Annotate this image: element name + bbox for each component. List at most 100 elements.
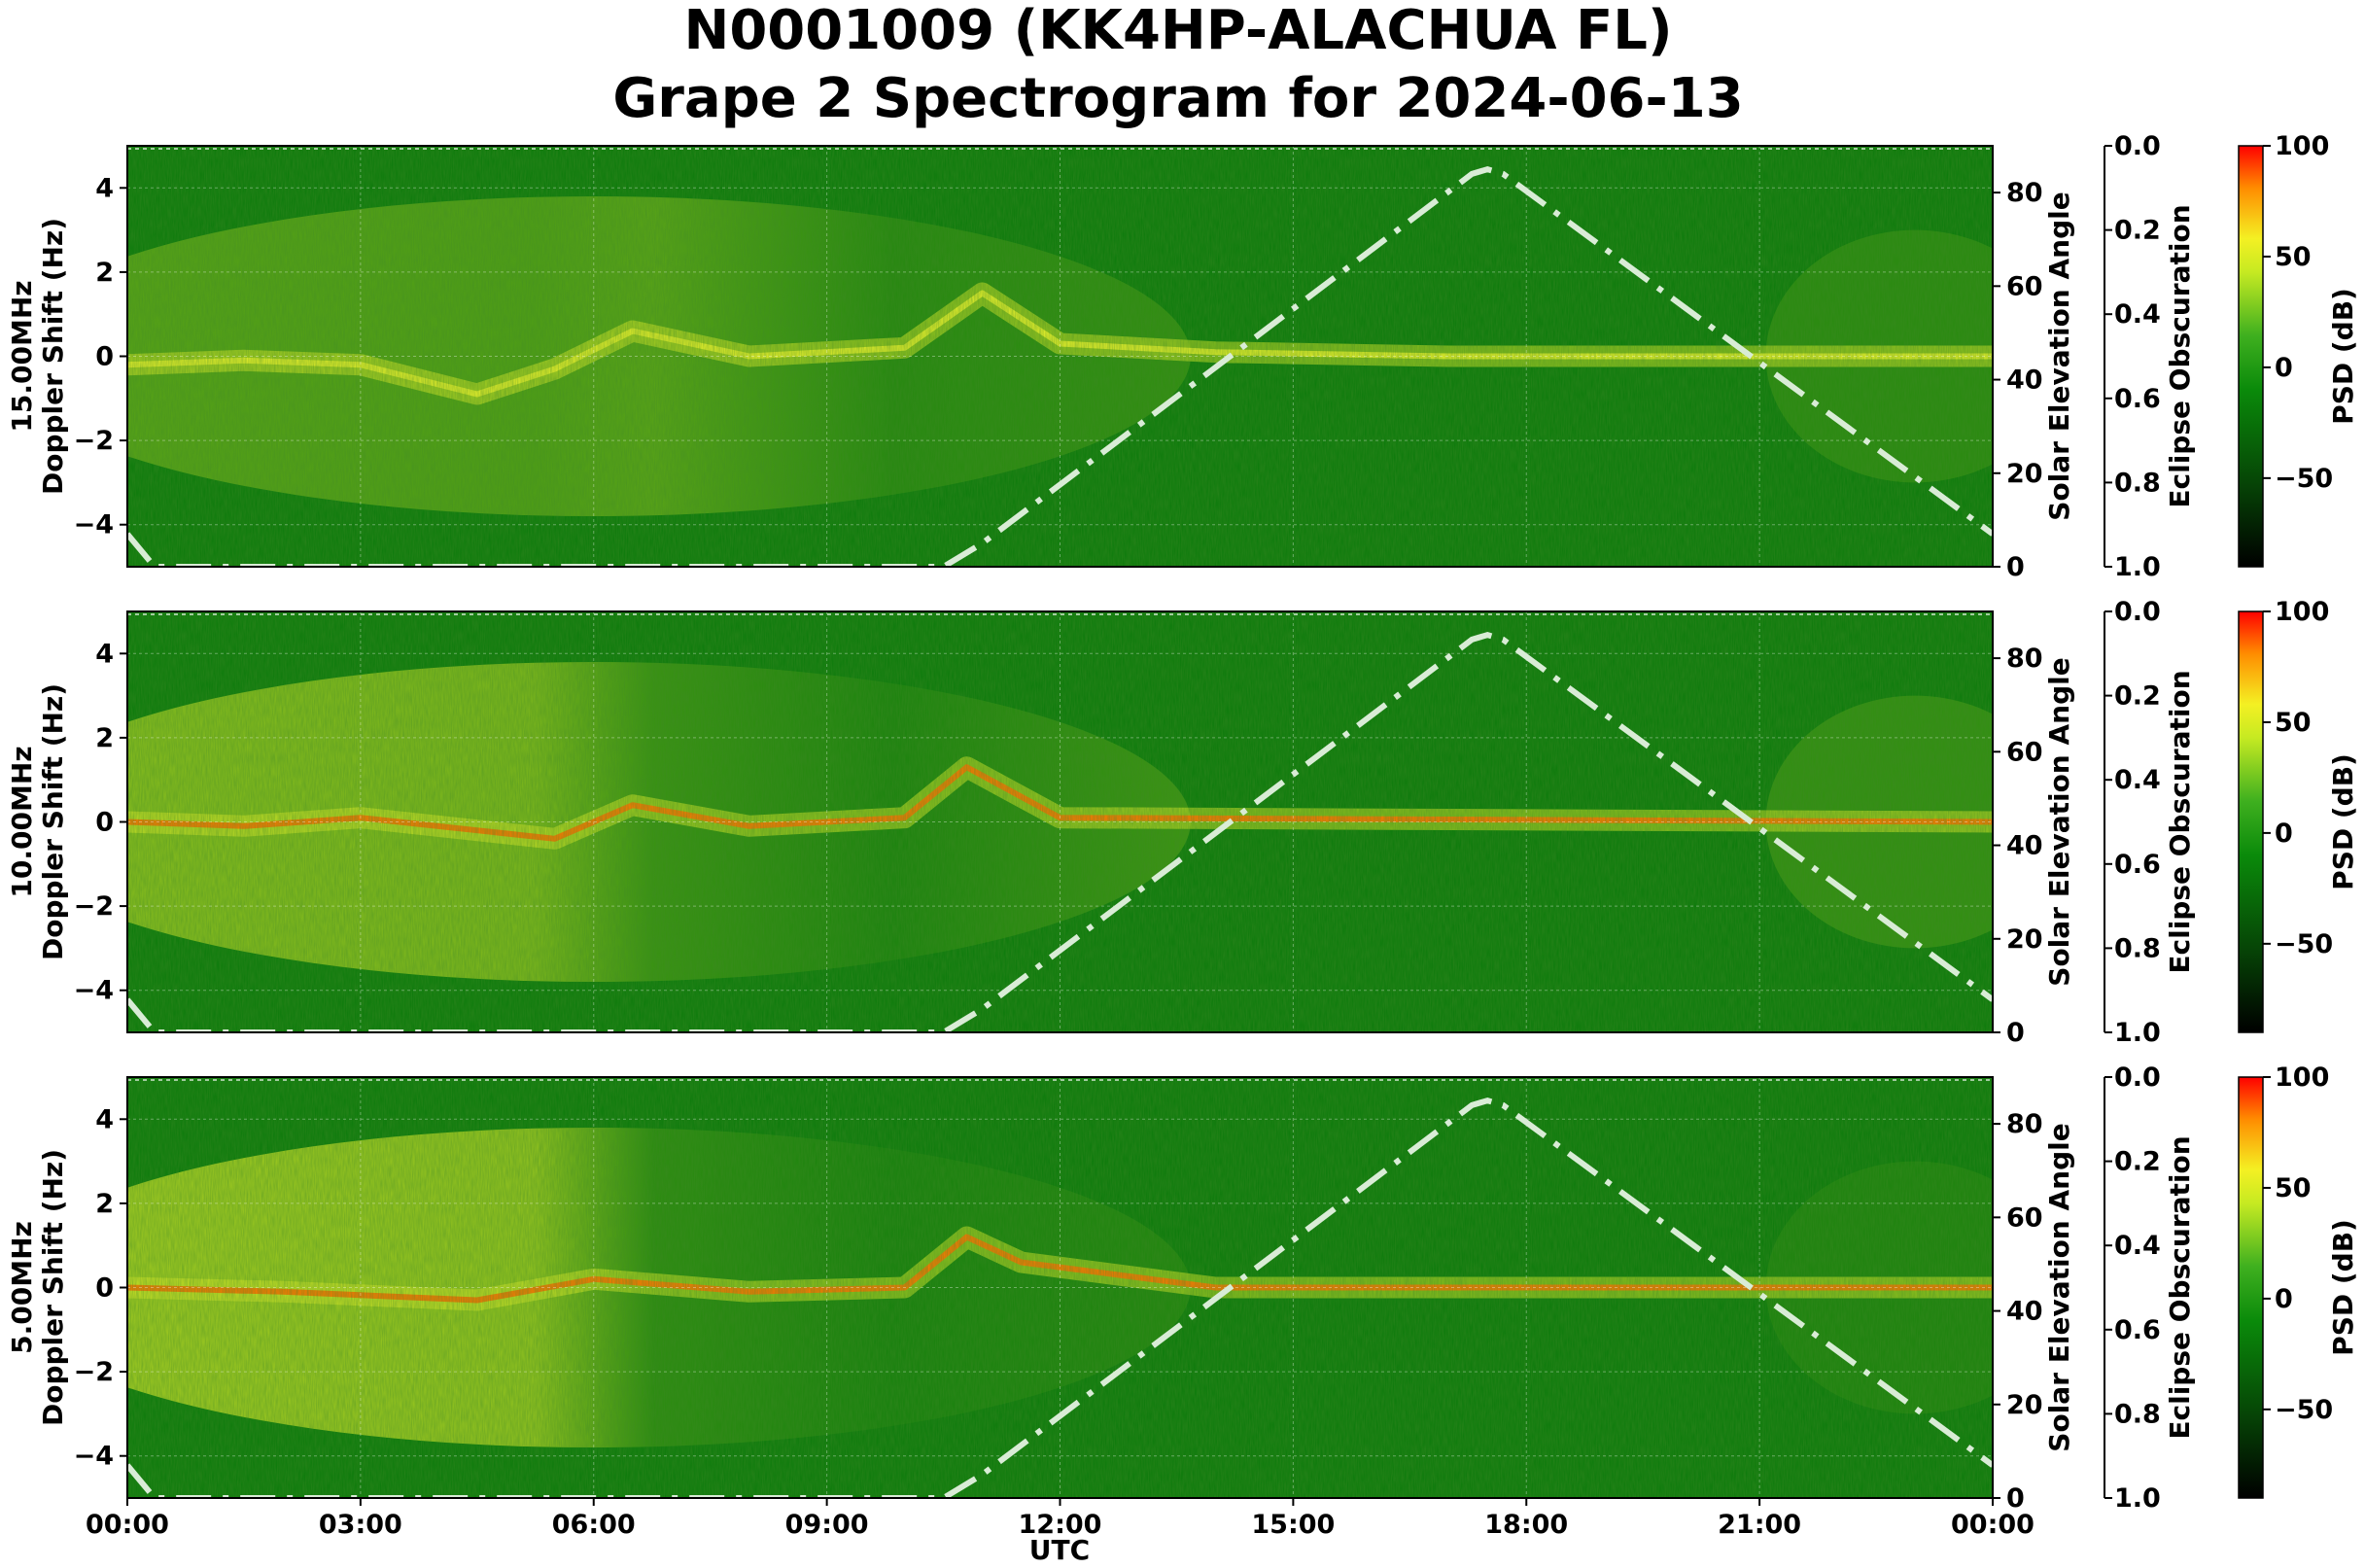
solar-tick-label: 40	[2006, 1297, 2043, 1327]
colorbar-tick-label: 50	[2275, 242, 2312, 272]
obscuration-tick-label: 0.8	[2114, 1399, 2161, 1429]
noise-texture	[127, 611, 1993, 1032]
solar-elevation-line	[127, 631, 1993, 1032]
solar-axis-label: Solar Elevation Angle	[2043, 657, 2075, 986]
obscuration-axis-label: Eclipse Obscuration	[2164, 670, 2196, 973]
solar-tick-label: 20	[2006, 924, 2043, 955]
colorbar-tick-label: 0	[2275, 1284, 2293, 1314]
obscuration-tick-label: 0.6	[2114, 1315, 2161, 1345]
solar-tick-label: 60	[2006, 1202, 2043, 1233]
y-tick-label: 2	[95, 723, 114, 753]
colorbar-label: PSD (dB)	[2327, 753, 2359, 890]
y-axis-label: Doppler Shift (Hz)	[37, 683, 69, 960]
colorbar-tick-label: −50	[2275, 1395, 2333, 1425]
x-tick-label: 06:00	[552, 1510, 636, 1540]
solar-tick-label: 0	[2006, 552, 2025, 582]
figure-title-line1: N0001009 (KK4HP-ALACHUA FL)	[683, 0, 1672, 62]
colorbar-tick-label: −50	[2275, 929, 2333, 959]
spectrogram-panel: −4 −2 0 2 4 5.00MHz Doppler Shift (Hz) 0 20 40 60 8…	[6, 1063, 2359, 1514]
colorbar	[2238, 145, 2264, 568]
obscuration-tick-label: 0.8	[2114, 468, 2161, 498]
solar-elevation-line	[127, 165, 1993, 567]
y-tick-label: −4	[74, 1442, 114, 1472]
colorbar-tick-label: 100	[2275, 1063, 2329, 1093]
solar-elevation-line	[127, 1097, 1993, 1498]
y-tick-label: −2	[74, 1357, 114, 1387]
y-tick-label: 4	[95, 639, 114, 669]
solar-tick-label: 40	[2006, 831, 2043, 861]
y-axis-label-freq: 5.00MHz	[6, 1221, 38, 1354]
y-tick-label: 4	[95, 173, 114, 203]
solar-axis-label: Solar Elevation Angle	[2043, 1123, 2075, 1451]
obscuration-tick-label: 0.0	[2114, 131, 2161, 161]
colorbar-tick-label: 50	[2275, 708, 2312, 738]
y-tick-label: 2	[95, 1189, 114, 1219]
x-tick-label: 12:00	[1019, 1510, 1102, 1540]
solar-tick-label: 0	[2006, 1018, 2025, 1048]
y-tick-label: 0	[95, 808, 114, 838]
obscuration-tick-label: 0.2	[2114, 1147, 2161, 1177]
obscuration-tick-label: 0.2	[2114, 681, 2161, 712]
solar-tick-label: 60	[2006, 271, 2043, 301]
colorbar-tick-label: 0	[2275, 353, 2293, 383]
obscuration-tick-label: 0.2	[2114, 216, 2161, 246]
figure-title-line2: Grape 2 Spectrogram for 2024-06-13	[612, 67, 1743, 130]
x-tick-label: 03:00	[319, 1510, 402, 1540]
obscuration-axis-label: Eclipse Obscuration	[2164, 1135, 2196, 1439]
x-axis-label: UTC	[1029, 1534, 1090, 1566]
spectrogram-panel: −4 −2 0 2 4 15.00MHz Doppler Shift (Hz) 0 20 40 60…	[6, 131, 2359, 582]
colorbar	[2238, 1076, 2264, 1499]
obscuration-tick-label: 1.0	[2114, 1018, 2161, 1048]
obscuration-tick-label: 0.6	[2114, 384, 2161, 414]
noise-texture	[127, 146, 1993, 567]
solar-tick-label: 40	[2006, 366, 2043, 396]
solar-tick-label: 80	[2006, 1109, 2043, 1139]
y-axis-label-freq: 10.00MHz	[6, 746, 38, 897]
colorbar-tick-label: 0	[2275, 819, 2293, 849]
colorbar-label: PSD (dB)	[2327, 1219, 2359, 1356]
obscuration-tick-label: 0.0	[2114, 597, 2161, 627]
colorbar-tick-label: 100	[2275, 597, 2329, 627]
y-axis-label: Doppler Shift (Hz)	[37, 1149, 69, 1426]
colorbar-label: PSD (dB)	[2327, 288, 2359, 425]
y-tick-label: −4	[74, 976, 114, 1006]
solar-tick-label: 20	[2006, 1390, 2043, 1420]
y-tick-label: 4	[95, 1104, 114, 1134]
solar-tick-label: 0	[2006, 1483, 2025, 1514]
solar-tick-label: 80	[2006, 178, 2043, 208]
solar-tick-label: 20	[2006, 459, 2043, 489]
y-tick-label: 0	[95, 342, 114, 372]
y-tick-label: −4	[74, 510, 114, 540]
obscuration-tick-label: 0.6	[2114, 850, 2161, 880]
y-tick-label: 2	[95, 258, 114, 288]
y-tick-label: −2	[74, 426, 114, 456]
x-tick-label: 21:00	[1718, 1510, 1801, 1540]
obscuration-tick-label: 1.0	[2114, 1483, 2161, 1514]
obscuration-tick-label: 0.0	[2114, 1063, 2161, 1093]
colorbar	[2238, 610, 2264, 1033]
colorbar-tick-label: 50	[2275, 1173, 2312, 1203]
colorbar-tick-label: −50	[2275, 464, 2333, 494]
obscuration-tick-label: 0.4	[2114, 765, 2161, 795]
obscuration-tick-label: 1.0	[2114, 552, 2161, 582]
obscuration-axis-label: Eclipse Obscuration	[2164, 204, 2196, 507]
obscuration-tick-label: 0.8	[2114, 933, 2161, 963]
x-tick-label: 09:00	[785, 1510, 869, 1540]
solar-tick-label: 60	[2006, 737, 2043, 767]
x-tick-label: 00:00	[86, 1510, 169, 1540]
obscuration-tick-label: 0.4	[2114, 1231, 2161, 1261]
x-axis: 00:00 03:00 06:00 09:00 12:00 15:00 18:00 21:00…	[86, 1498, 2035, 1540]
x-tick-label: 15:00	[1251, 1510, 1335, 1540]
solar-tick-label: 80	[2006, 644, 2043, 674]
plot-area	[127, 146, 1993, 567]
noise-texture	[127, 1077, 1993, 1498]
x-tick-label: 00:00	[1951, 1510, 2035, 1540]
y-axis-label-freq: 15.00MHz	[6, 280, 38, 432]
y-tick-label: 0	[95, 1273, 114, 1304]
x-tick-label: 18:00	[1484, 1510, 1568, 1540]
plot-area	[127, 611, 1993, 1032]
spectrogram-panel: −4 −2 0 2 4 10.00MHz Doppler Shift (Hz) 0 20 40 60…	[6, 597, 2359, 1048]
solar-axis-label: Solar Elevation Angle	[2043, 192, 2075, 520]
colorbar-tick-label: 100	[2275, 131, 2329, 161]
